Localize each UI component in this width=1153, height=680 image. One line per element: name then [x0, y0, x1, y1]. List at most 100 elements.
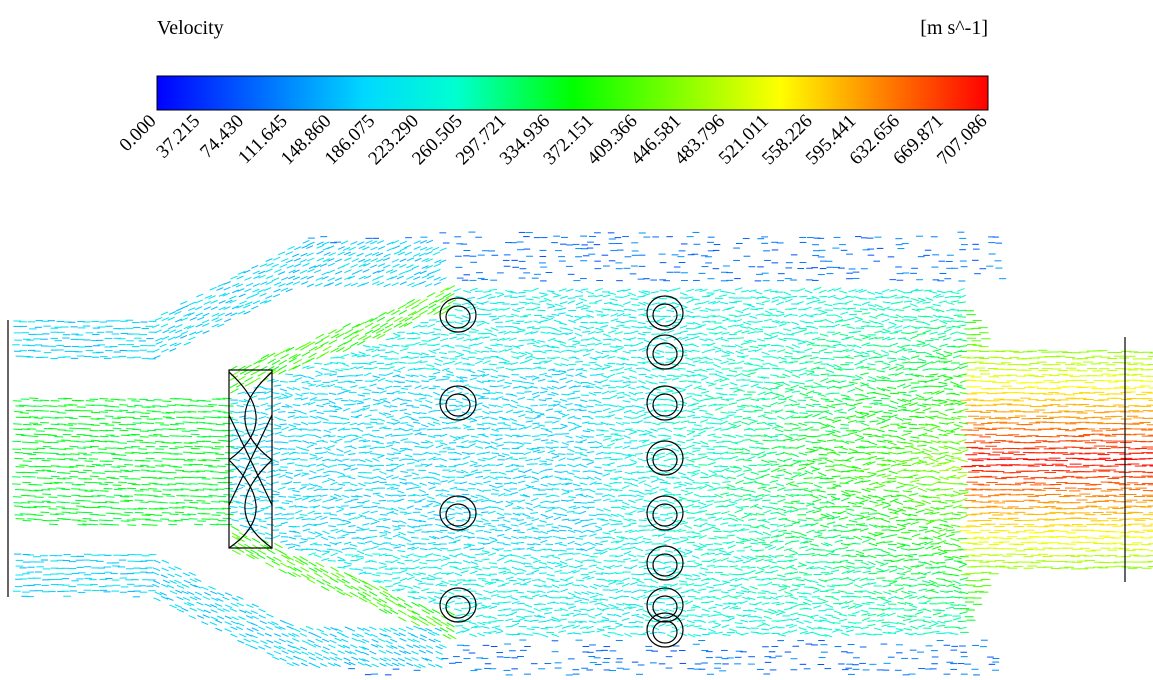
flow-vector	[532, 472, 539, 474]
flow-vector	[539, 507, 546, 508]
flow-vector	[607, 614, 615, 615]
flow-vector	[265, 407, 272, 410]
flow-vector	[623, 558, 631, 560]
flow-vector	[615, 547, 623, 549]
flow-vector	[587, 592, 594, 594]
flow-vector	[629, 392, 636, 395]
flow-vector	[175, 574, 182, 577]
flow-vector	[554, 411, 562, 412]
flow-vector	[267, 640, 274, 643]
flow-vector	[615, 332, 623, 334]
flow-vector	[197, 317, 204, 320]
flow-vector	[623, 327, 631, 328]
flow-vector	[258, 533, 265, 535]
flow-vector	[359, 246, 366, 249]
flow-vector	[580, 375, 587, 377]
flow-vector	[552, 620, 560, 621]
flow-vector	[446, 627, 454, 631]
flow-vector	[288, 276, 295, 279]
flow-vector	[231, 526, 239, 530]
flow-vector	[436, 445, 443, 448]
flow-vector	[617, 409, 625, 411]
flow-vector	[308, 640, 315, 643]
flow-vector	[205, 604, 212, 607]
flow-vector	[568, 337, 575, 340]
flow-vector	[342, 459, 349, 460]
flow-vector	[404, 413, 411, 415]
flow-vector	[357, 341, 365, 345]
flow-vector	[433, 505, 441, 507]
flow-vector	[321, 517, 328, 520]
flow-vector	[525, 459, 532, 460]
flow-vector	[282, 634, 289, 637]
flow-vector	[196, 324, 203, 327]
flow-vector	[628, 387, 636, 389]
flow-vector	[399, 570, 406, 572]
flow-vector	[344, 340, 352, 344]
flow-vector	[600, 599, 608, 600]
flow-vector	[274, 641, 281, 644]
flow-vector	[329, 460, 337, 461]
flow-vector	[274, 352, 282, 357]
flow-vector	[231, 438, 238, 441]
flow-vector	[558, 631, 566, 633]
flow-vector	[496, 367, 504, 368]
flow-vector	[505, 528, 512, 531]
flow-vector	[274, 289, 281, 292]
flow-vector	[565, 559, 573, 561]
flow-vector	[519, 352, 527, 354]
flow-vector	[481, 538, 489, 540]
flow-vector	[352, 259, 359, 262]
flow-vector	[604, 484, 612, 486]
flow-vector	[468, 370, 475, 372]
flow-vector	[547, 562, 555, 564]
flow-vector	[393, 246, 400, 249]
flow-vector	[477, 548, 484, 550]
flow-vector	[338, 651, 345, 654]
flow-vector	[336, 507, 343, 509]
flow-vector	[357, 627, 364, 630]
flow-vector	[533, 494, 541, 495]
flow-vector	[355, 415, 362, 417]
flow-vector	[547, 578, 555, 579]
flow-vector	[400, 638, 407, 641]
flow-vector	[516, 616, 524, 618]
flow-vector	[469, 634, 476, 637]
flow-vector	[462, 452, 469, 453]
flow-vector	[637, 580, 645, 583]
flow-vector	[363, 628, 370, 631]
flow-vector	[511, 469, 519, 471]
flow-vector	[558, 454, 565, 455]
flow-vector	[481, 500, 488, 502]
flow-vector	[267, 524, 274, 525]
flow-vector	[359, 579, 367, 583]
flow-vector	[321, 336, 329, 340]
flow-vector	[615, 634, 623, 636]
flow-vector	[378, 246, 385, 249]
flow-vector	[257, 491, 264, 493]
flow-vector	[323, 647, 330, 650]
flow-vector	[348, 532, 355, 533]
flow-vector	[338, 247, 345, 250]
flow-vector	[427, 429, 434, 430]
flow-vector	[572, 471, 580, 472]
flow-vector	[602, 391, 609, 394]
flow-vector	[502, 399, 509, 401]
flow-vector	[343, 520, 350, 522]
flow-vector	[614, 477, 622, 478]
flow-vector	[624, 482, 632, 484]
flow-vector	[285, 393, 292, 395]
flow-vector	[666, 310, 674, 312]
flow-vector	[505, 504, 512, 507]
flow-vector	[533, 531, 540, 532]
flow-vector	[525, 418, 533, 419]
flow-vector	[357, 551, 364, 554]
flow-vector	[323, 403, 330, 405]
flow-vector	[469, 484, 476, 485]
flow-vector	[323, 346, 331, 351]
flow-vector	[621, 549, 629, 550]
flow-vector	[279, 475, 286, 478]
flow-vector	[565, 329, 573, 331]
flow-vector	[372, 347, 380, 348]
flow-vector	[511, 400, 518, 403]
